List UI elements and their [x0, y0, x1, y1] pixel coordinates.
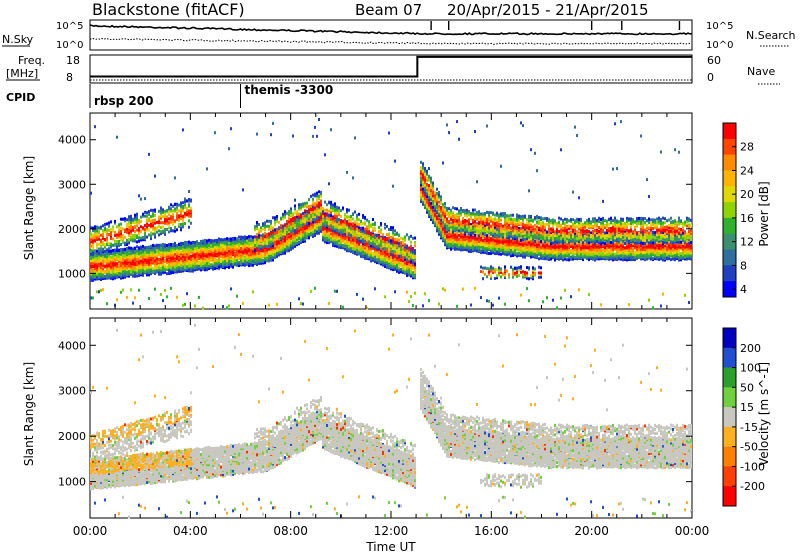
- x-tick-label: 08:00: [273, 524, 308, 538]
- freq-tick-bottom: 8: [66, 71, 73, 84]
- colorbar-tick-label: 12: [740, 236, 754, 249]
- colorbar-tick-label: -15: [740, 421, 758, 434]
- y-tick-label: 3000: [58, 178, 86, 191]
- freq-box: [89, 54, 693, 84]
- x-tick-label: 20:00: [574, 524, 609, 538]
- colorbar-swatch: [723, 265, 736, 282]
- colorbar-swatch: [723, 170, 736, 187]
- freq-series: [90, 55, 692, 81]
- velocity-panel: 1000 2000 3000 4000 200 100 50 15 -15 -50 -100 -200: [58, 317, 765, 519]
- nsky-box: [89, 19, 693, 51]
- nsky-label: N.Sky: [2, 33, 34, 46]
- colorbar-swatch: [723, 426, 736, 448]
- nave-tick-bottom: 0: [707, 71, 714, 84]
- x-tick-label: 00:00: [675, 524, 710, 538]
- nsky-series: [89, 21, 693, 45]
- nsky-tick-bottom: 10^0: [56, 40, 83, 51]
- colorbar-tick-label: 50: [740, 381, 754, 394]
- y-tick-label: 1000: [58, 476, 86, 489]
- nave-label: Nave: [747, 65, 775, 78]
- cpid-segment-label: themis -3300: [245, 83, 334, 97]
- y-tick-label: 3000: [58, 385, 86, 398]
- colorbar-tick-label: 8: [740, 259, 747, 272]
- y-tick-label: 2000: [58, 223, 86, 236]
- x-axis-ticks: 00:00 04:00 08:00 12:00 16:00 20:00 00:00: [73, 524, 710, 538]
- power-panel: 1000 2000 3000 4000 28 24 20 16 12 8 4: [58, 112, 754, 310]
- freq-line: [90, 55, 692, 78]
- nsearch-tick-bottom: 10^0: [706, 40, 733, 51]
- colorbar-swatch: [723, 233, 736, 251]
- colorbar-tick-label: 24: [740, 164, 754, 177]
- colorbar-swatch: [723, 186, 736, 203]
- colorbar-swatch: [723, 217, 736, 235]
- x-tick-label: 12:00: [374, 524, 409, 538]
- beam-label: Beam 07: [355, 1, 422, 19]
- nsearch-tick-top: 10^5: [706, 21, 733, 32]
- colorbar-swatch: [723, 466, 736, 487]
- colorbar-swatch: [723, 138, 736, 156]
- colorbar-tick-label: 20: [740, 188, 754, 201]
- cpid-row: rbsp 200 themis -3300: [89, 83, 334, 108]
- colorbar-tick-label: 100: [740, 362, 761, 375]
- colorbar-tick-label: 28: [740, 141, 754, 154]
- colorbar-tick-label: 15: [740, 401, 754, 414]
- colorbar-swatch: [723, 387, 736, 408]
- cpid-label: CPID: [6, 91, 35, 104]
- velocity-colorbar-label: Velocity [m s^-1]: [757, 362, 771, 466]
- colorbar-tick-label: 16: [740, 212, 754, 225]
- panel-cells: [90, 118, 692, 310]
- colorbar-frame: [722, 327, 737, 507]
- nsearch-label: N.Search: [746, 29, 796, 42]
- colorbar-swatch: [723, 446, 736, 467]
- power-colorbar-label: Power [dB]: [757, 181, 771, 246]
- x-tick-label: 04:00: [173, 524, 208, 538]
- velocity-ylabel: Slant Range [km]: [22, 362, 36, 466]
- y-tick-label: 4000: [58, 134, 86, 147]
- y-tick-label: 1000: [58, 267, 86, 280]
- colorbar-swatch: [723, 328, 736, 349]
- nave-tick-top: 60: [707, 54, 721, 67]
- nsky-line: [89, 24, 693, 36]
- date-range: 20/Apr/2015 - 21/Apr/2015: [447, 1, 649, 19]
- colorbar-swatch: [723, 202, 736, 219]
- colorbar-swatch: [723, 154, 736, 171]
- panel-cells: [90, 323, 692, 519]
- freq-tick-top: 18: [66, 54, 80, 67]
- nsearch-line: [89, 37, 693, 45]
- colorbar-tick-label: -100: [740, 460, 765, 473]
- colorbar-swatch: [723, 347, 736, 369]
- power-ylabel: Slant Range [km]: [22, 156, 36, 260]
- freq-unit: [MHz]: [6, 67, 38, 80]
- colorbar-swatch: [723, 367, 736, 388]
- colorbar-swatch: [723, 486, 736, 507]
- nsky-tick-top: 10^5: [56, 21, 83, 32]
- plot-title: Blackstone (fitACF): [92, 0, 245, 19]
- y-tick-label: 2000: [58, 430, 86, 443]
- colorbar-swatch: [723, 281, 736, 298]
- colorbar-tick-label: 4: [740, 283, 747, 296]
- x-tick-label: 16:00: [474, 524, 509, 538]
- colorbar-tick-label: -50: [740, 441, 758, 454]
- freq-label: Freq.: [18, 54, 45, 67]
- colorbar-swatch: [723, 249, 736, 266]
- x-tick-label: 00:00: [73, 524, 108, 538]
- colorbar-frame: [722, 122, 737, 298]
- x-axis-label: Time UT: [365, 540, 416, 554]
- y-tick-label: 4000: [58, 339, 86, 352]
- colorbar-tick-label: -200: [740, 480, 765, 493]
- cpid-segment-label: rbsp 200: [94, 94, 153, 108]
- colorbar-swatch: [723, 123, 736, 140]
- colorbar-tick-label: 200: [740, 342, 761, 355]
- colorbar-swatch: [723, 407, 736, 428]
